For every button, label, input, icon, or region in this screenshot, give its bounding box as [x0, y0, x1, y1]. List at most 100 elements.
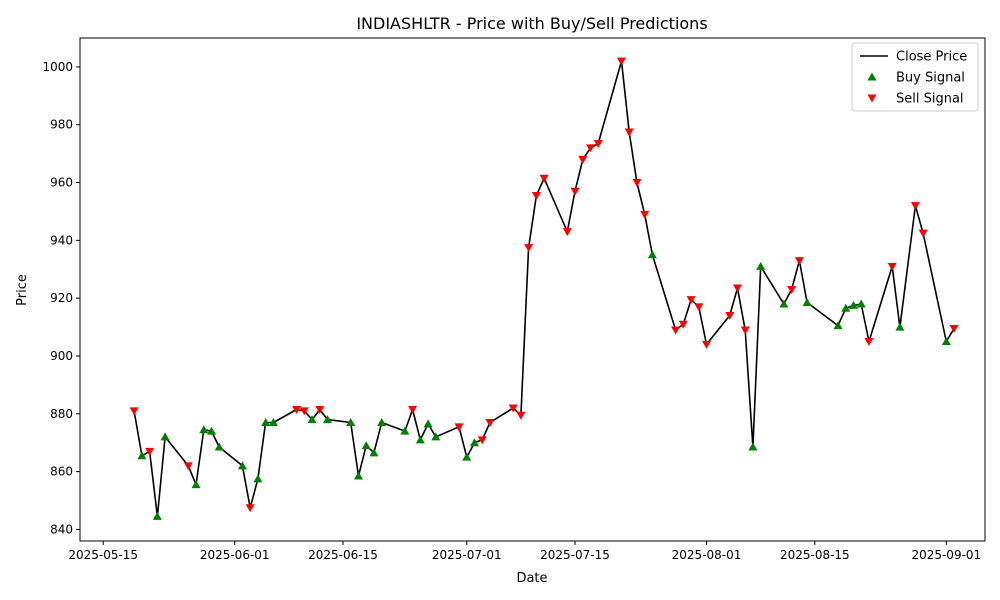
buy-signal-marker	[137, 451, 147, 460]
sell-signal-marker	[524, 244, 534, 253]
buy-signal-marker	[191, 480, 201, 489]
legend-buy-swatch	[867, 72, 877, 81]
x-tick-label: 2025-05-15	[68, 548, 138, 562]
sell-signal-marker	[586, 144, 596, 153]
buy-signal-marker	[237, 461, 247, 470]
x-tick-label: 2025-08-15	[780, 548, 850, 562]
buy-signal-marker	[268, 417, 278, 426]
buy-signal-marker	[377, 417, 387, 426]
sell-signal-marker	[949, 325, 959, 334]
sell-signal-marker	[694, 303, 704, 312]
buy-signal-marker	[779, 299, 789, 308]
sell-signal-marker	[910, 202, 920, 211]
x-tick-label: 2025-07-01	[432, 548, 502, 562]
x-tick-label: 2025-08-01	[672, 548, 742, 562]
y-tick-label: 860	[50, 465, 73, 479]
sell-signal-marker	[508, 404, 518, 413]
y-tick-label: 900	[50, 349, 73, 363]
buy-signal-marker	[802, 298, 812, 307]
legend-sell-swatch	[867, 94, 877, 103]
buy-signal-marker	[199, 425, 209, 434]
y-tick-label: 880	[50, 407, 73, 421]
plot-area	[79, 37, 986, 542]
sell-signal-marker	[183, 462, 193, 471]
sell-signal-marker	[129, 407, 139, 416]
x-tick-label: 2025-09-01	[911, 548, 981, 562]
legend-label: Buy Signal	[896, 71, 965, 86]
sell-signal-marker	[864, 338, 874, 347]
buy-signal-marker	[895, 322, 905, 331]
chart-title: INDIASHLTR - Price with Buy/Sell Predict…	[356, 14, 707, 33]
sell-signal-marker	[531, 192, 541, 201]
legend: Close Price Buy Signal Sell Signal	[851, 42, 979, 112]
sell-signal-marker	[616, 57, 626, 66]
sell-signal-marker	[678, 320, 688, 329]
sell-signal-marker	[725, 312, 735, 321]
sell-signal-marker	[516, 411, 526, 420]
legend-box	[851, 42, 979, 112]
y-tick-label: 960	[50, 176, 73, 190]
sell-signal-marker	[477, 436, 487, 445]
buy-signal-marker	[253, 474, 263, 483]
sell-signal-marker	[408, 405, 418, 414]
sell-signal-marker	[454, 423, 464, 432]
sell-signal-marker	[686, 296, 696, 305]
buy-signal-marker	[160, 432, 170, 441]
buy-signal-marker	[856, 299, 866, 308]
buy-signal-marker	[748, 442, 758, 451]
buy-signal-marker	[647, 250, 657, 259]
sell-signal-marker	[794, 257, 804, 266]
sell-signal-marker	[740, 326, 750, 335]
sell-signal-marker	[732, 284, 742, 293]
buy-signal-marker	[369, 448, 379, 457]
sell-signal-marker	[640, 210, 650, 219]
sell-signal-marker	[702, 340, 712, 349]
buy-signal-marker	[361, 441, 371, 450]
sell-signal-marker	[539, 174, 549, 183]
buy-signal-marker	[323, 415, 333, 424]
x-tick-label: 2025-07-15	[540, 548, 610, 562]
buy-signal-marker	[261, 417, 271, 426]
sell-signal-marker	[578, 155, 588, 164]
buy-signal-marker	[849, 300, 859, 309]
buy-signal-marker	[469, 438, 479, 447]
buy-signal-marker	[307, 415, 317, 424]
sell-signal-marker	[245, 504, 255, 513]
buy-signal-marker	[833, 321, 843, 330]
sell-signal-marker	[918, 229, 928, 238]
sell-signal-marker	[315, 405, 325, 414]
close-price-line	[133, 60, 955, 518]
y-tick-label: 840	[50, 522, 73, 536]
sell-signal-marker	[562, 228, 572, 237]
sell-signal-marker	[787, 286, 797, 294]
y-tick-label: 980	[50, 118, 73, 132]
buy-signal-marker	[214, 442, 224, 451]
buy-signal-marker	[941, 337, 951, 346]
buy-signal-marker	[400, 426, 410, 435]
sell-signal-marker	[570, 187, 580, 196]
legend-label: Sell Signal	[896, 92, 964, 107]
sell-signal-marker	[632, 179, 642, 188]
x-tick-label: 2025-06-15	[308, 548, 378, 562]
sell-signal-marker	[887, 262, 897, 271]
sell-signal-marker	[671, 326, 681, 335]
legend-label: Close Price	[896, 50, 967, 65]
buy-signal-marker	[415, 435, 425, 444]
buy-signal-marker	[152, 511, 162, 520]
buy-signal-marker	[756, 261, 766, 270]
x-axis: 2025-05-15 2025-06-01 2025-06-15 2025-07-01…	[68, 541, 981, 562]
buy-signal-marker	[346, 417, 356, 426]
buy-signal-marker	[841, 303, 851, 312]
buy-signal-marker	[353, 471, 363, 480]
buy-signal-marker	[206, 426, 216, 435]
sell-signal-marker	[145, 447, 155, 456]
x-tick-label: 2025-06-01	[200, 548, 270, 562]
y-tick-label: 940	[50, 233, 73, 247]
sell-signal-marker	[485, 418, 495, 427]
y-tick-label: 1000	[42, 60, 73, 74]
sell-signal-marker	[593, 140, 603, 149]
y-axis: 840 860 880 900 920 940 960 980 1000	[42, 60, 80, 536]
y-axis-label: Price	[15, 274, 30, 306]
sell-signal-marker	[292, 405, 302, 414]
